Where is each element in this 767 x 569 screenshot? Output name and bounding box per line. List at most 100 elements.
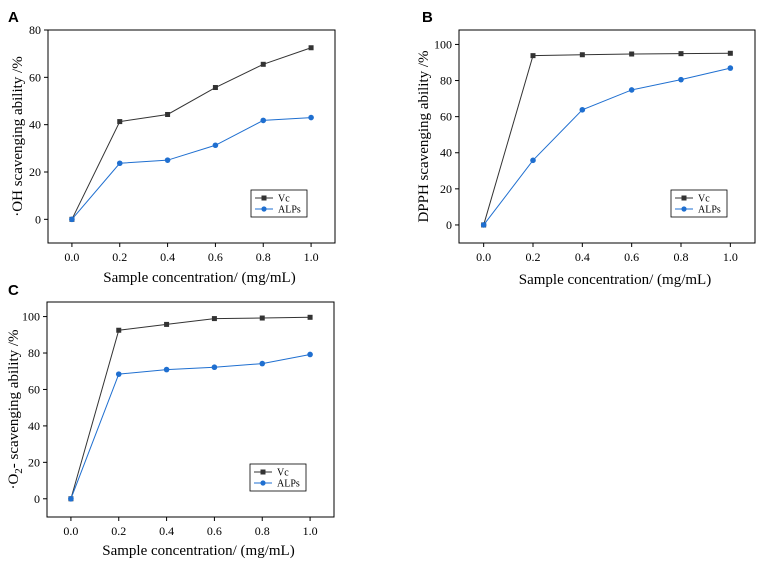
- x-axis-title: Sample concentration/ (mg/mL): [519, 272, 711, 288]
- y-tick-label: 60: [28, 382, 40, 396]
- y-tick-label: 60: [29, 70, 41, 84]
- data-point-vc: [164, 321, 170, 327]
- data-point-vc: [117, 119, 123, 125]
- data-point-alps: [678, 76, 684, 83]
- data-point-alps: [115, 371, 122, 377]
- x-tick-label: 0.6: [624, 250, 639, 264]
- y-tick-label: 40: [29, 118, 41, 132]
- series-line-vc: [483, 52, 731, 226]
- panel-letter: A: [8, 9, 19, 26]
- data-point-vc: [212, 85, 218, 91]
- y-tick-label: 0: [34, 492, 40, 506]
- series-line-vc: [70, 316, 311, 499]
- x-tick-label: 0.6: [208, 250, 223, 264]
- y-axis-title-subscript: 2: [13, 468, 25, 474]
- data-point-alps: [628, 87, 635, 93]
- y-tick-label: 0: [35, 212, 41, 226]
- legend-label-alps: ALPs: [698, 205, 721, 216]
- y-axis-title-rest: - scavenging ability /%: [6, 329, 22, 468]
- data-point-alps: [308, 114, 314, 121]
- series-line-alps: [71, 117, 312, 220]
- legend-label-vc: Vc: [277, 468, 289, 479]
- plot-frame: [46, 301, 335, 518]
- legend-box: [250, 189, 308, 218]
- legend-marker: [260, 469, 266, 475]
- x-tick-label: 0.0: [64, 250, 79, 264]
- series-line-vc: [71, 47, 312, 220]
- data-point-alps: [164, 157, 171, 163]
- data-point-alps: [530, 157, 536, 164]
- data-point-alps: [116, 160, 123, 167]
- data-point-alps: [260, 117, 267, 124]
- y-axis-title-main: ·OH scavenging ability /%: [10, 56, 26, 216]
- x-axis-title: Sample concentration/ (mg/mL): [102, 543, 294, 559]
- data-point-alps: [727, 65, 734, 71]
- y-axis-title: DPPH scavenging ability /%: [416, 50, 432, 222]
- plot-frame: [47, 29, 336, 244]
- legend-marker: [260, 480, 266, 486]
- data-point-vc: [260, 61, 266, 67]
- chart-panel-a: A 0.0 0.2 0.4 0.6 0.8 1.0 0 20 40 60 80 Sample conce…: [8, 9, 336, 286]
- data-point-vc: [727, 50, 733, 56]
- x-tick-label: 0.4: [160, 250, 175, 264]
- y-axis-title-main: DPPH scavenging ability /%: [416, 50, 432, 222]
- data-point-vc: [307, 314, 313, 320]
- legend-marker: [681, 195, 687, 201]
- plot-frame: [458, 29, 756, 244]
- data-point-alps: [69, 216, 75, 223]
- y-tick-label: 20: [440, 182, 452, 196]
- chart-panel-b: B 0.0 0.2 0.4 0.6 0.8 1.0 0 20 40 60 80 100 Sample co…: [416, 9, 756, 288]
- x-tick-label: 0.2: [526, 250, 541, 264]
- y-tick-label: 40: [28, 419, 40, 433]
- data-point-vc: [678, 51, 684, 57]
- x-tick-label: 1.0: [303, 524, 318, 538]
- y-tick-label: 20: [29, 165, 41, 179]
- y-axis-title: ·OH scavenging ability /%: [10, 56, 26, 216]
- y-tick-label: 0: [446, 218, 452, 232]
- y-tick-label: 60: [440, 110, 452, 124]
- x-tick-label: 0.8: [256, 250, 271, 264]
- data-point-alps: [579, 106, 586, 113]
- y-tick-label: 80: [440, 74, 452, 88]
- data-point-alps: [68, 495, 74, 502]
- data-point-alps: [480, 222, 487, 228]
- x-tick-label: 0.8: [255, 524, 270, 538]
- x-tick-label: 0.6: [207, 524, 222, 538]
- x-tick-label: 0.2: [112, 250, 127, 264]
- legend-marker: [681, 206, 687, 212]
- x-axis-title: Sample concentration/ (mg/mL): [103, 270, 295, 286]
- panel-letter: C: [8, 282, 19, 299]
- y-tick-label: 80: [29, 23, 41, 37]
- data-point-alps: [211, 364, 218, 371]
- legend-box: [670, 189, 728, 218]
- data-point-alps: [212, 142, 219, 149]
- legend-box: [249, 463, 307, 492]
- data-point-vc: [530, 53, 536, 59]
- legend-label-vc: Vc: [278, 194, 290, 205]
- x-tick-label: 0.4: [159, 524, 174, 538]
- x-tick-label: 1.0: [304, 250, 319, 264]
- y-tick-label: 100: [434, 37, 452, 51]
- x-tick-label: 0.4: [575, 250, 590, 264]
- x-tick-label: 0.2: [111, 524, 126, 538]
- data-point-alps: [163, 366, 170, 373]
- data-point-vc: [116, 327, 122, 333]
- legend-label-alps: ALPs: [277, 479, 300, 490]
- y-axis-title-main: ·O: [6, 474, 22, 490]
- data-point-vc: [211, 316, 217, 322]
- legend-label-vc: Vc: [698, 194, 710, 205]
- y-tick-label: 80: [28, 346, 40, 360]
- y-tick-label: 100: [22, 310, 40, 324]
- series-line-alps: [70, 353, 311, 499]
- legend-label-alps: ALPs: [278, 205, 301, 216]
- y-axis-title: ·O2- scavenging ability /%: [6, 329, 25, 489]
- y-tick-label: 20: [28, 455, 40, 469]
- chart-panel-c: C 0.0 0.2 0.4 0.6 0.8 1.0 0 20 40 60 80 100 Sample co…: [6, 282, 335, 559]
- data-point-vc: [579, 52, 585, 58]
- panel-letter: B: [422, 9, 433, 26]
